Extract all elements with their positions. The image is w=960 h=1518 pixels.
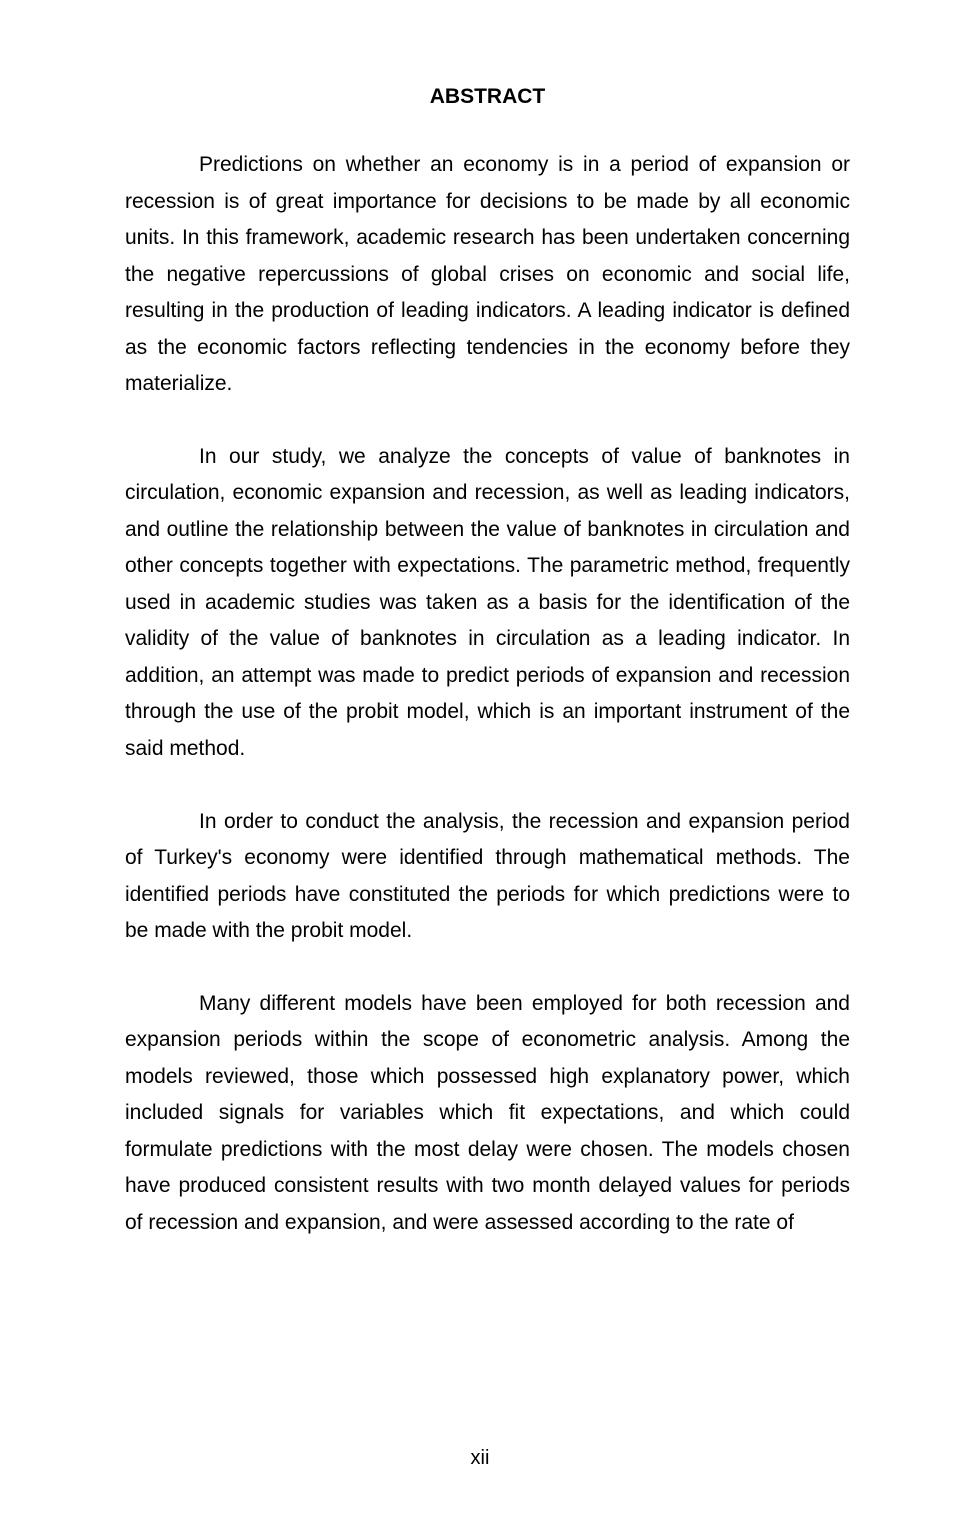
abstract-paragraph-1: Predictions on whether an economy is in … [125,147,850,403]
abstract-paragraph-2: In our study, we analyze the concepts of… [125,439,850,768]
page-number: xii [0,1447,960,1470]
paragraph-text: In order to conduct the analysis, the re… [125,810,850,943]
paragraph-text: In our study, we analyze the concepts of… [125,445,850,760]
abstract-paragraph-3: In order to conduct the analysis, the re… [125,804,850,950]
paragraph-text: Many different models have been employed… [125,992,850,1234]
abstract-paragraph-4: Many different models have been employed… [125,986,850,1242]
paragraph-text: Predictions on whether an economy is in … [125,153,850,395]
abstract-title: ABSTRACT [125,85,850,109]
